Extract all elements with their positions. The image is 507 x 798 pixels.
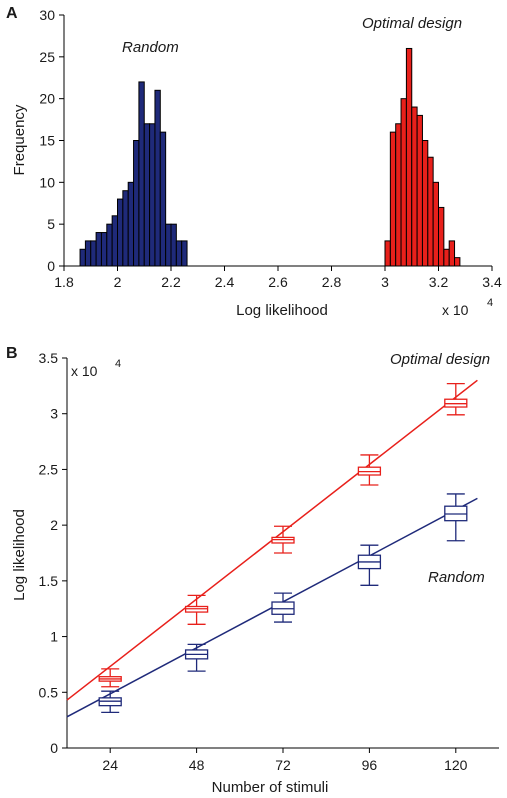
y-tick-label: 20 xyxy=(39,91,55,107)
histogram-bar-random xyxy=(149,123,156,267)
histogram-bar-optimal-design xyxy=(432,181,439,267)
histogram-bar-random xyxy=(95,232,102,267)
histogram-bar-random xyxy=(133,140,140,267)
histogram-bar-optimal-design xyxy=(416,114,423,267)
x-tick-label: 96 xyxy=(362,757,378,773)
histogram-bar-optimal-design xyxy=(411,106,418,267)
histogram-bar-optimal-design xyxy=(448,240,456,267)
histogram-bar-random xyxy=(90,240,97,267)
panel-b-fit-lines xyxy=(66,379,478,718)
panel-a-x-multiplier: x 10 xyxy=(442,302,469,318)
histogram-bar-random xyxy=(84,240,92,267)
panel-a-axes: 1.8 2 2.2 2.4 2.6 2.8 3 3.2 3.4 0 5 10 15 20 25 30 xyxy=(39,7,502,290)
histogram-bar-random xyxy=(122,190,129,267)
y-tick-label: 10 xyxy=(39,174,55,190)
histogram-bar-optimal-design xyxy=(384,240,391,267)
histogram-bar-random xyxy=(159,131,167,267)
histogram-bar-random xyxy=(143,123,151,267)
panel-b-letter: B xyxy=(6,345,18,362)
histogram-bar-random xyxy=(117,198,124,267)
panel-b-annotation-random: Random xyxy=(428,569,485,586)
histogram-bar-optimal-design xyxy=(389,131,397,267)
y-tick-label: 3 xyxy=(50,406,58,422)
x-tick-label: 3 xyxy=(381,274,389,290)
panel-b-ylabel: Log likelihood xyxy=(11,509,28,601)
histogram-bar-optimal-design xyxy=(421,140,429,267)
x-tick-label: 2.2 xyxy=(161,274,181,290)
histogram-bar-random xyxy=(100,232,108,267)
panel-a-letter: A xyxy=(6,5,18,22)
y-tick-label: 0.5 xyxy=(39,684,59,700)
panel-a-x-multiplier-exp: 4 xyxy=(487,297,493,309)
histogram-bar-random xyxy=(170,223,177,267)
histogram-bar-optimal-design xyxy=(427,156,434,267)
y-tick-label: 30 xyxy=(39,7,55,23)
x-tick-label: 3.4 xyxy=(482,274,502,290)
y-tick-label: 5 xyxy=(47,216,55,232)
x-tick-label: 2.8 xyxy=(322,274,342,290)
histogram-bar-random xyxy=(175,240,183,267)
x-tick-label: 3.2 xyxy=(429,274,449,290)
panel-a: A 1.8 2 2.2 2.4 2.6 2.8 3 3.2 3.4 0 5 10 15 20 25 30 Lo… xyxy=(6,5,502,319)
panel-a-annotation-random: Random xyxy=(122,39,179,56)
y-tick-label: 2 xyxy=(50,517,58,533)
panel-b-axes: 24 48 72 96 120 0 0.5 1 1.5 2 2.5 3 3.5 xyxy=(39,350,499,773)
panel-b-annotation-optimal: Optimal design xyxy=(390,351,490,368)
panel-a-xlabel: Log likelihood xyxy=(236,302,328,319)
histogram-bar-random xyxy=(181,240,188,267)
histogram-bar-random xyxy=(111,215,119,267)
panel-a-bars xyxy=(79,47,461,267)
panel-a-ylabel: Frequency xyxy=(11,104,28,175)
x-tick-label: 2 xyxy=(114,274,122,290)
histogram-bar-random xyxy=(165,223,172,267)
histogram-bar-optimal-design xyxy=(405,47,413,267)
y-tick-label: 0 xyxy=(50,740,58,756)
panel-b-y-multiplier: x 10 xyxy=(71,363,98,379)
panel-a-annotation-optimal: Optimal design xyxy=(362,15,462,32)
x-tick-label: 48 xyxy=(189,757,205,773)
histogram-bar-random xyxy=(138,81,145,267)
histogram-bar-optimal-design xyxy=(443,248,450,267)
histogram-bar-optimal-design xyxy=(438,206,445,267)
x-tick-label: 24 xyxy=(102,757,118,773)
panel-b-boxes xyxy=(98,382,468,713)
histogram-bar-optimal-design xyxy=(454,257,461,267)
histogram-bar-optimal-design xyxy=(395,123,402,267)
y-tick-label: 3.5 xyxy=(39,350,59,366)
panel-b-y-multiplier-exp: 4 xyxy=(115,358,121,370)
y-tick-label: 2.5 xyxy=(39,461,59,477)
panel-b: B 24 48 72 96 120 0 0.5 1 1.5 2 2.5 3 3.5 Number of … xyxy=(6,345,499,796)
y-tick-label: 1.5 xyxy=(39,573,59,589)
x-tick-label: 120 xyxy=(444,757,468,773)
y-tick-label: 15 xyxy=(39,133,55,149)
x-tick-label: 72 xyxy=(275,757,291,773)
histogram-bar-optimal-design xyxy=(400,98,407,267)
histogram-bar-random xyxy=(106,223,113,267)
histogram-bar-random xyxy=(127,181,135,267)
histogram-bar-random xyxy=(79,248,86,267)
y-tick-label: 1 xyxy=(50,629,58,645)
y-tick-label: 0 xyxy=(47,258,55,274)
x-tick-label: 2.6 xyxy=(268,274,288,290)
x-tick-label: 1.8 xyxy=(54,274,74,290)
x-tick-label: 2.4 xyxy=(215,274,235,290)
histogram-bar-random xyxy=(154,89,161,267)
y-tick-label: 25 xyxy=(39,49,55,65)
panel-b-xlabel: Number of stimuli xyxy=(212,779,329,796)
